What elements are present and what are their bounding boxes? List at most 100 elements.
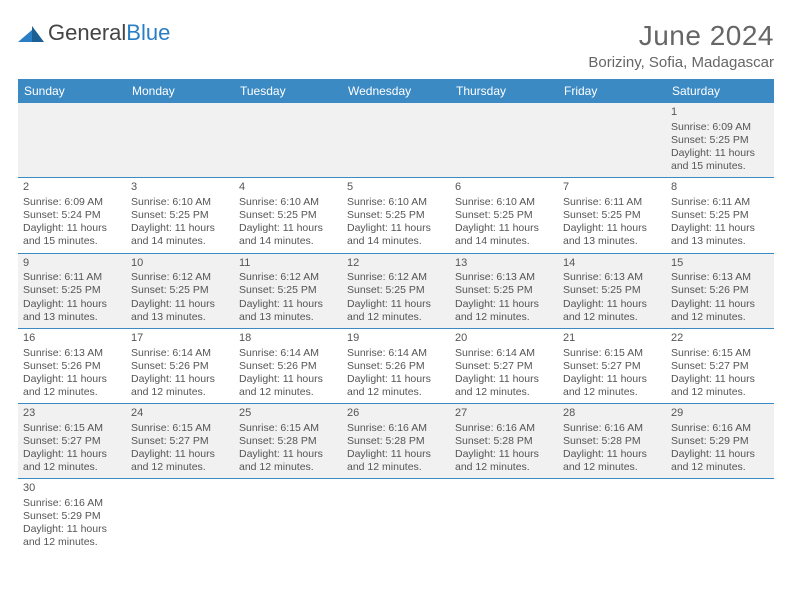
day-number: 6 <box>455 181 553 195</box>
calendar-day: 15Sunrise: 6:13 AMSunset: 5:26 PMDayligh… <box>666 253 774 328</box>
sunrise-line: Sunrise: 6:16 AM <box>563 422 661 435</box>
sunset-line: Sunset: 5:26 PM <box>671 284 769 297</box>
header: GeneralBlue June 2024 Boriziny, Sofia, M… <box>18 20 774 71</box>
sunset-line: Sunset: 5:25 PM <box>347 284 445 297</box>
sunrise-line: Sunrise: 6:11 AM <box>23 271 121 284</box>
day-number: 2 <box>23 181 121 195</box>
day-number: 13 <box>455 257 553 271</box>
day-number: 18 <box>239 332 337 346</box>
sunset-line: Sunset: 5:25 PM <box>23 284 121 297</box>
day-number: 30 <box>23 482 121 496</box>
logo-text: GeneralBlue <box>48 20 170 46</box>
daylight-line: Daylight: 11 hours and 12 minutes. <box>347 373 445 399</box>
daylight-line: Daylight: 11 hours and 13 minutes. <box>671 222 769 248</box>
daylight-line: Daylight: 11 hours and 12 minutes. <box>671 373 769 399</box>
day-number: 29 <box>671 407 769 421</box>
sunset-line: Sunset: 5:29 PM <box>671 435 769 448</box>
daylight-line: Daylight: 11 hours and 12 minutes. <box>347 298 445 324</box>
sunrise-line: Sunrise: 6:15 AM <box>23 422 121 435</box>
calendar-week: 30Sunrise: 6:16 AMSunset: 5:29 PMDayligh… <box>18 479 774 554</box>
calendar-day: 2Sunrise: 6:09 AMSunset: 5:24 PMDaylight… <box>18 178 126 253</box>
calendar-week: 1Sunrise: 6:09 AMSunset: 5:25 PMDaylight… <box>18 103 774 178</box>
calendar-day-empty <box>450 479 558 554</box>
day-number: 19 <box>347 332 445 346</box>
calendar-day: 25Sunrise: 6:15 AMSunset: 5:28 PMDayligh… <box>234 404 342 479</box>
day-number: 5 <box>347 181 445 195</box>
calendar-week: 2Sunrise: 6:09 AMSunset: 5:24 PMDaylight… <box>18 178 774 253</box>
logo-text-1: General <box>48 20 126 45</box>
calendar-day: 13Sunrise: 6:13 AMSunset: 5:25 PMDayligh… <box>450 253 558 328</box>
daylight-line: Daylight: 11 hours and 13 minutes. <box>563 222 661 248</box>
sunset-line: Sunset: 5:25 PM <box>131 284 229 297</box>
calendar-day: 5Sunrise: 6:10 AMSunset: 5:25 PMDaylight… <box>342 178 450 253</box>
dayname-thursday: Thursday <box>450 79 558 103</box>
daylight-line: Daylight: 11 hours and 12 minutes. <box>563 373 661 399</box>
sunrise-line: Sunrise: 6:13 AM <box>23 347 121 360</box>
sunset-line: Sunset: 5:26 PM <box>131 360 229 373</box>
sunset-line: Sunset: 5:25 PM <box>563 209 661 222</box>
daylight-line: Daylight: 11 hours and 12 minutes. <box>455 298 553 324</box>
sunrise-line: Sunrise: 6:13 AM <box>455 271 553 284</box>
sunrise-line: Sunrise: 6:10 AM <box>131 196 229 209</box>
calendar-day-empty <box>234 479 342 554</box>
daylight-line: Daylight: 11 hours and 13 minutes. <box>23 298 121 324</box>
sunset-line: Sunset: 5:28 PM <box>239 435 337 448</box>
sunset-line: Sunset: 5:25 PM <box>239 284 337 297</box>
calendar-day: 29Sunrise: 6:16 AMSunset: 5:29 PMDayligh… <box>666 404 774 479</box>
sunrise-line: Sunrise: 6:12 AM <box>347 271 445 284</box>
calendar-day: 19Sunrise: 6:14 AMSunset: 5:26 PMDayligh… <box>342 328 450 403</box>
sunset-line: Sunset: 5:26 PM <box>239 360 337 373</box>
daylight-line: Daylight: 11 hours and 12 minutes. <box>23 523 121 549</box>
daylight-line: Daylight: 11 hours and 12 minutes. <box>455 448 553 474</box>
sunset-line: Sunset: 5:26 PM <box>23 360 121 373</box>
day-number: 21 <box>563 332 661 346</box>
daylight-line: Daylight: 11 hours and 15 minutes. <box>23 222 121 248</box>
daylight-line: Daylight: 11 hours and 12 minutes. <box>347 448 445 474</box>
daylight-line: Daylight: 11 hours and 14 minutes. <box>455 222 553 248</box>
sunrise-line: Sunrise: 6:14 AM <box>455 347 553 360</box>
day-number: 15 <box>671 257 769 271</box>
day-number: 28 <box>563 407 661 421</box>
daylight-line: Daylight: 11 hours and 13 minutes. <box>131 298 229 324</box>
daylight-line: Daylight: 11 hours and 12 minutes. <box>239 373 337 399</box>
day-number: 27 <box>455 407 553 421</box>
sunset-line: Sunset: 5:25 PM <box>671 134 769 147</box>
calendar-day: 27Sunrise: 6:16 AMSunset: 5:28 PMDayligh… <box>450 404 558 479</box>
calendar-day: 14Sunrise: 6:13 AMSunset: 5:25 PMDayligh… <box>558 253 666 328</box>
calendar-week: 23Sunrise: 6:15 AMSunset: 5:27 PMDayligh… <box>18 404 774 479</box>
sunrise-line: Sunrise: 6:12 AM <box>239 271 337 284</box>
day-number: 4 <box>239 181 337 195</box>
daylight-line: Daylight: 11 hours and 12 minutes. <box>131 448 229 474</box>
day-number: 11 <box>239 257 337 271</box>
calendar-day: 23Sunrise: 6:15 AMSunset: 5:27 PMDayligh… <box>18 404 126 479</box>
sunrise-line: Sunrise: 6:15 AM <box>131 422 229 435</box>
sunrise-line: Sunrise: 6:10 AM <box>239 196 337 209</box>
logo-icon <box>18 22 44 44</box>
sunrise-line: Sunrise: 6:13 AM <box>563 271 661 284</box>
calendar-day: 28Sunrise: 6:16 AMSunset: 5:28 PMDayligh… <box>558 404 666 479</box>
title-block: June 2024 Boriziny, Sofia, Madagascar <box>588 20 774 71</box>
day-number: 25 <box>239 407 337 421</box>
daylight-line: Daylight: 11 hours and 12 minutes. <box>131 373 229 399</box>
sunrise-line: Sunrise: 6:14 AM <box>347 347 445 360</box>
dayname-friday: Friday <box>558 79 666 103</box>
calendar-day-empty <box>558 479 666 554</box>
calendar-day: 3Sunrise: 6:10 AMSunset: 5:25 PMDaylight… <box>126 178 234 253</box>
sunset-line: Sunset: 5:27 PM <box>563 360 661 373</box>
location: Boriziny, Sofia, Madagascar <box>588 54 774 71</box>
calendar-day: 24Sunrise: 6:15 AMSunset: 5:27 PMDayligh… <box>126 404 234 479</box>
daylight-line: Daylight: 11 hours and 12 minutes. <box>455 373 553 399</box>
sunrise-line: Sunrise: 6:15 AM <box>239 422 337 435</box>
calendar-day: 9Sunrise: 6:11 AMSunset: 5:25 PMDaylight… <box>18 253 126 328</box>
calendar-day: 21Sunrise: 6:15 AMSunset: 5:27 PMDayligh… <box>558 328 666 403</box>
daylight-line: Daylight: 11 hours and 14 minutes. <box>131 222 229 248</box>
sunrise-line: Sunrise: 6:16 AM <box>347 422 445 435</box>
day-number: 22 <box>671 332 769 346</box>
day-number: 24 <box>131 407 229 421</box>
month-title: June 2024 <box>588 20 774 52</box>
sunrise-line: Sunrise: 6:16 AM <box>671 422 769 435</box>
calendar-header-row: SundayMondayTuesdayWednesdayThursdayFrid… <box>18 79 774 103</box>
day-number: 12 <box>347 257 445 271</box>
calendar-table: SundayMondayTuesdayWednesdayThursdayFrid… <box>18 79 774 554</box>
sunset-line: Sunset: 5:25 PM <box>563 284 661 297</box>
